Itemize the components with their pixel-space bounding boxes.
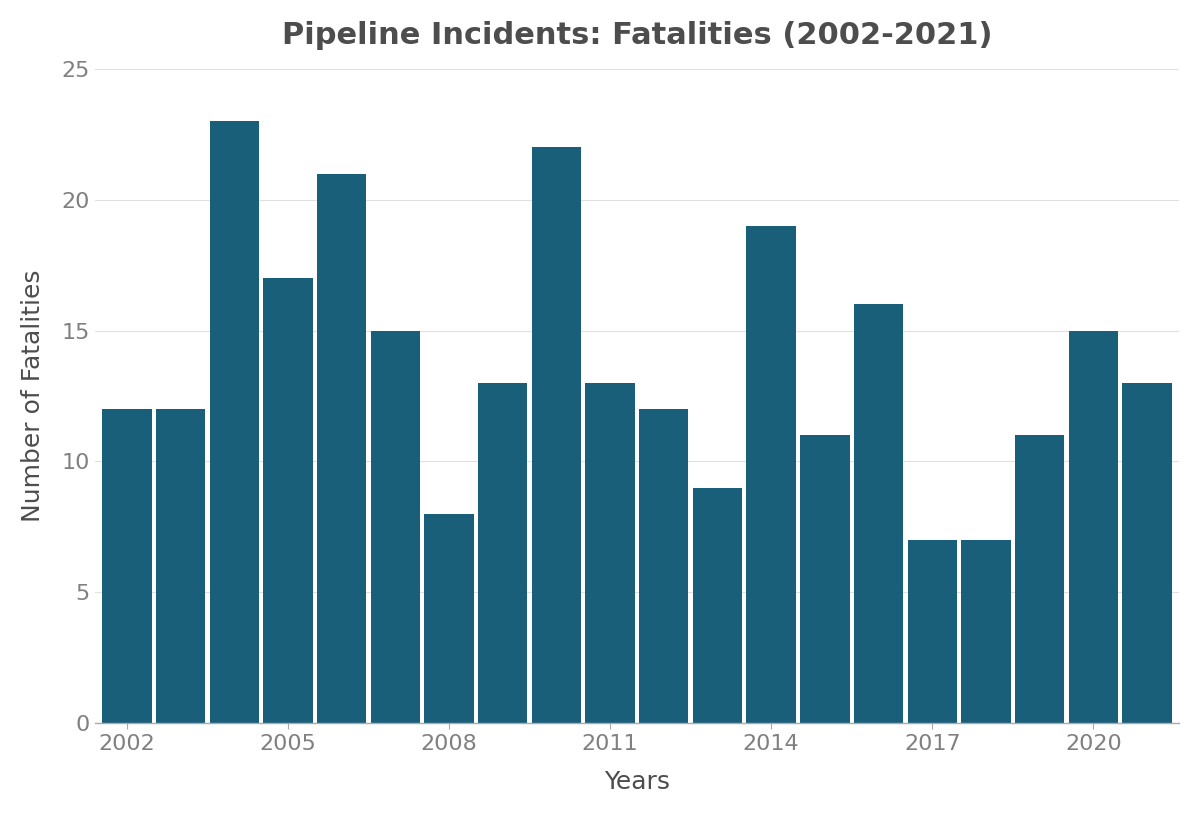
Bar	[854, 304, 904, 723]
Bar	[586, 383, 635, 723]
Bar	[425, 513, 474, 723]
Bar	[371, 331, 420, 723]
Bar	[640, 409, 689, 723]
Bar	[1122, 383, 1171, 723]
Bar	[478, 383, 528, 723]
X-axis label: Years: Years	[604, 770, 670, 794]
Bar	[317, 174, 366, 723]
Bar	[532, 148, 581, 723]
Bar	[156, 409, 205, 723]
Bar	[800, 435, 850, 723]
Bar	[210, 121, 259, 723]
Bar	[692, 487, 742, 723]
Bar	[746, 226, 796, 723]
Bar	[907, 540, 956, 723]
Y-axis label: Number of Fatalities: Number of Fatalities	[20, 270, 44, 522]
Bar	[263, 278, 313, 723]
Title: Pipeline Incidents: Fatalities (2002-2021): Pipeline Incidents: Fatalities (2002-202…	[282, 21, 992, 50]
Bar	[1068, 331, 1118, 723]
Bar	[1015, 435, 1064, 723]
Bar	[961, 540, 1010, 723]
Bar	[102, 409, 151, 723]
